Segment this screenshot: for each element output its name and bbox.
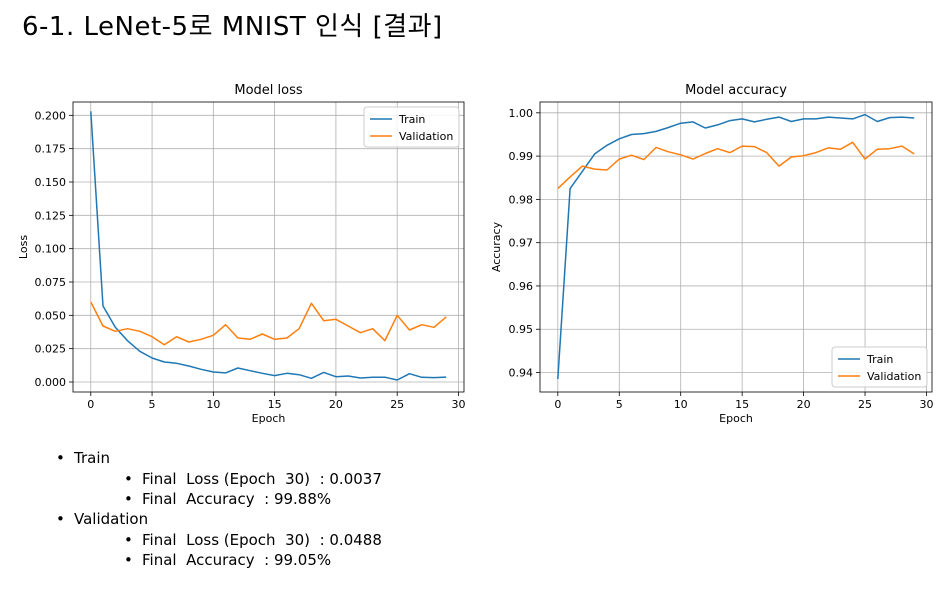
y-axis-label: Loss [17, 235, 30, 259]
summary-item: Final Accuracy : 99.88% [124, 489, 382, 509]
y-tick-label: 0.150 [35, 176, 67, 189]
legend: Train Validation [363, 106, 460, 148]
series-line-train [90, 111, 447, 381]
y-tick-label: 0.025 [35, 343, 67, 356]
summary-item: Final Loss (Epoch 30) : 0.0488 [124, 530, 382, 550]
plot-frame [72, 101, 465, 393]
x-tick-label: 30 [451, 398, 465, 411]
y-tick-label: 0.100 [35, 243, 67, 256]
series-line-validation [90, 301, 447, 346]
x-tick-label: 20 [329, 398, 343, 411]
y-tick-label: 0.050 [35, 309, 67, 322]
x-tick-label: 25 [390, 398, 404, 411]
chart-title: Model loss [234, 83, 303, 98]
summary-group-label: Validation [74, 510, 149, 528]
y-tick-label: 0.000 [35, 376, 67, 389]
legend-label: Validation [399, 130, 453, 143]
x-tick-label: 5 [149, 398, 156, 411]
y-tick-label: 0.200 [35, 109, 67, 122]
x-tick-label: 10 [206, 398, 220, 411]
results-summary: Train Final Loss (Epoch 30) : 0.0037 Fin… [56, 448, 382, 570]
legend-label: Train [398, 113, 425, 126]
y-tick-label: 0.075 [35, 276, 67, 289]
summary-group-label: Train [74, 449, 110, 467]
x-tick-label: 0 [87, 398, 94, 411]
summary-item: Final Loss (Epoch 30) : 0.0037 [124, 469, 382, 489]
x-axis-label: Epoch [252, 412, 286, 425]
legend-box [363, 106, 460, 148]
summary-group-train: Train Final Loss (Epoch 30) : 0.0037 Fin… [56, 448, 382, 509]
summary-item: Final Accuracy : 99.05% [124, 550, 382, 570]
y-tick-label: 0.125 [35, 209, 67, 222]
x-tick-label: 15 [268, 398, 282, 411]
summary-group-validation: Validation Final Loss (Epoch 30) : 0.048… [56, 509, 382, 570]
y-tick-label: 0.175 [35, 143, 67, 156]
slide-title: 6-1. LeNet-5로 MNIST 인식 [결과] [22, 12, 443, 42]
